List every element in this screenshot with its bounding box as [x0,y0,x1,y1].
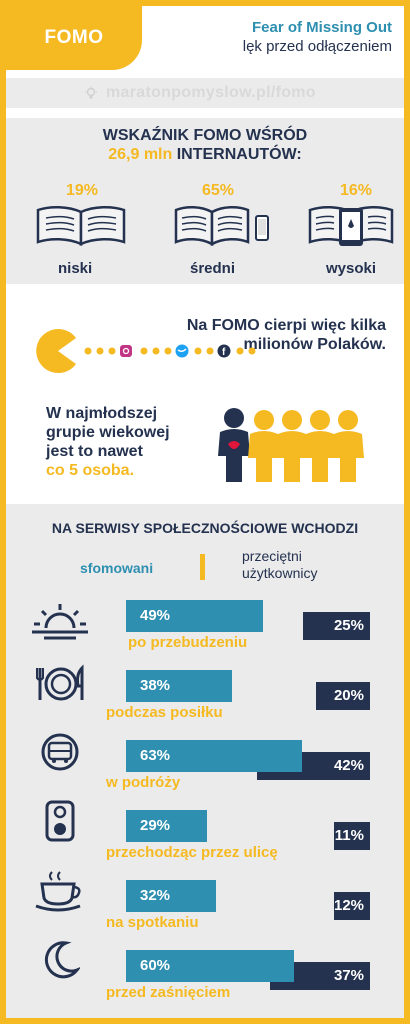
legend-fomo: sfomowani [80,560,154,576]
average-bar: 12% [334,892,370,920]
row-label: przechodząc przez ulicę [106,844,278,861]
average-bar: 20% [316,682,370,710]
fomo-bar: 32% [126,880,216,912]
youngest-line2: grupie wiekowej [46,424,170,441]
legend-average-line1: przeciętni [242,548,302,564]
fomo-tag: FOMO [6,6,142,70]
source-url[interactable]: maratonpomyslow.pl/fomo [106,84,316,101]
svg-text:f: f [222,347,226,358]
plate-cutlery-icon [36,664,84,701]
sunrise-icon [32,604,88,640]
indicator-section: WSKAŹNIK FOMO WŚRÓD 26,9 mln INTERNAUTÓW… [6,118,404,284]
millions-text: Na FOMO cierpi więc kilka milionów Polak… [186,317,386,353]
social-usage-section: NA SERWISY SPOŁECZNOŚCIOWE WCHODZI sfomo… [6,504,404,1018]
header-title: Fear of Missing Out [251,19,392,36]
coffee-cup-icon [35,871,81,912]
youngest-text: W najmłodszej grupie wiekowej jest to na… [46,404,170,480]
people-group-icon [218,408,364,482]
social-title: NA SERWISY SPOŁECZNOŚCIOWE WCHODZI [51,520,359,536]
lightbulb-icon [85,86,97,99]
row-label: w podróży [106,774,181,791]
level-high-percent: 16% [340,182,373,199]
youngest-highlight: co 5 osoba. [46,462,135,479]
row-label: na spotkaniu [106,914,199,931]
book-with-phone-icon [308,206,394,247]
youngest-line3: jest to nawet [46,443,143,460]
indicator-title-line2: 26,9 mln INTERNAUTÓW: [6,145,404,164]
level-low-label: niski [58,260,93,277]
traffic-light-icon [45,800,75,842]
level-medium-label: średni [190,260,236,277]
row-label: przed zaśnięciem [106,984,231,1001]
indicator-title: WSKAŹNIK FOMO WŚRÓD 26,9 mln INTERNAUTÓW… [6,126,404,164]
header-subtitle: lęk przed odłączeniem [242,38,392,55]
level-low-percent: 19% [66,182,99,199]
legend-average-line2: użytkownicy [242,565,318,581]
fomo-bar: 63% [126,740,303,772]
legend-average: przeciętni użytkownicy [242,548,317,582]
bus-icon [41,733,79,771]
internet-users-count: 26,9 mln [108,146,173,163]
row-label: po przebudzeniu [128,634,248,651]
legend-divider [200,554,205,580]
moon-icon [44,941,80,979]
open-book-icon [36,206,126,246]
indicator-title-suffix: INTERNAUTÓW: [176,146,302,163]
header: FOMO Fear of Missing Out lęk przed odłąc… [6,6,404,70]
fomo-bar: 38% [126,670,233,702]
url-bar: maratonpomyslow.pl/fomo [6,78,404,108]
fomo-bar: 29% [126,810,208,842]
row-label: podczas posiłku [106,704,223,721]
average-bar: 11% [334,822,370,850]
indicator-title-line1: WSKAŹNIK FOMO WŚRÓD [102,127,308,144]
person-highlighted-icon [218,408,250,482]
pacman-social-icon: f [36,329,256,373]
header-title-block: Fear of Missing Out lęk przed odłączenie… [156,18,392,56]
infographic: FOMO Fear of Missing Out lęk przed odłąc… [6,6,404,1018]
average-bar: 25% [302,612,370,640]
youngest-line1: W najmłodszej [46,405,158,422]
level-high-label: wysoki [326,260,377,277]
fomo-bar: 60% [126,950,294,982]
open-book-icon [174,206,269,247]
fomo-bar: 49% [126,600,264,632]
level-medium-percent: 65% [202,182,235,199]
prevalence-section: Na FOMO cierpi więc kilka milionów Polak… [6,296,404,494]
